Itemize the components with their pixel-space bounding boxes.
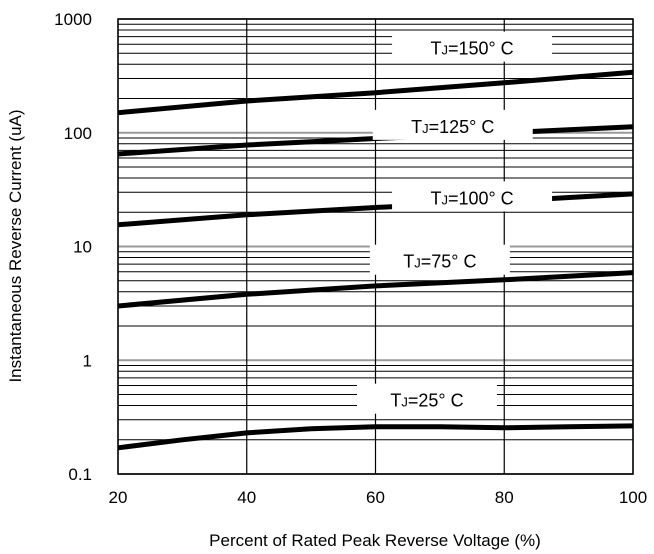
series-label: TJ=75° C: [403, 252, 476, 272]
series-label: TJ=100° C: [430, 188, 513, 208]
x-tick-label: 40: [237, 488, 256, 507]
series-label-box: [357, 383, 497, 414]
series-line: [117, 270, 634, 309]
y-tick-label: 1: [83, 351, 92, 370]
y-tick-label: 1000: [54, 10, 92, 29]
y-tick-label: 0.1: [68, 465, 92, 484]
x-axis-label: Percent of Rated Peak Reverse Voltage (%…: [209, 531, 541, 550]
series-line: [117, 423, 634, 451]
series-label: TJ=125° C: [411, 117, 494, 137]
x-tick-label: 60: [366, 488, 385, 507]
series-label-box: [392, 181, 553, 212]
y-axis-label: Instantaneous Reverse Current (uA): [6, 109, 25, 382]
series-label: TJ=25° C: [390, 391, 463, 411]
series-label-box: [369, 244, 510, 275]
x-tick-label: 100: [619, 488, 647, 507]
series-line: [117, 69, 634, 116]
series-label: TJ=150° C: [430, 39, 513, 59]
y-tick-label: 100: [64, 124, 92, 143]
x-tick-label: 80: [495, 488, 514, 507]
y-tick-label: 10: [73, 238, 92, 257]
x-tick-labels: 20 40 60 80 100: [109, 488, 648, 507]
series-label-box: [372, 109, 533, 140]
series-label-box: [392, 31, 553, 62]
series-labels: TJ=150° C TJ=125° C TJ=100° C TJ=75° C TJ=25…: [357, 31, 553, 414]
y-tick-labels: 0.1 1 10 100 1000: [54, 10, 92, 484]
x-tick-label: 20: [109, 488, 128, 507]
plot-frame: [117, 18, 634, 475]
